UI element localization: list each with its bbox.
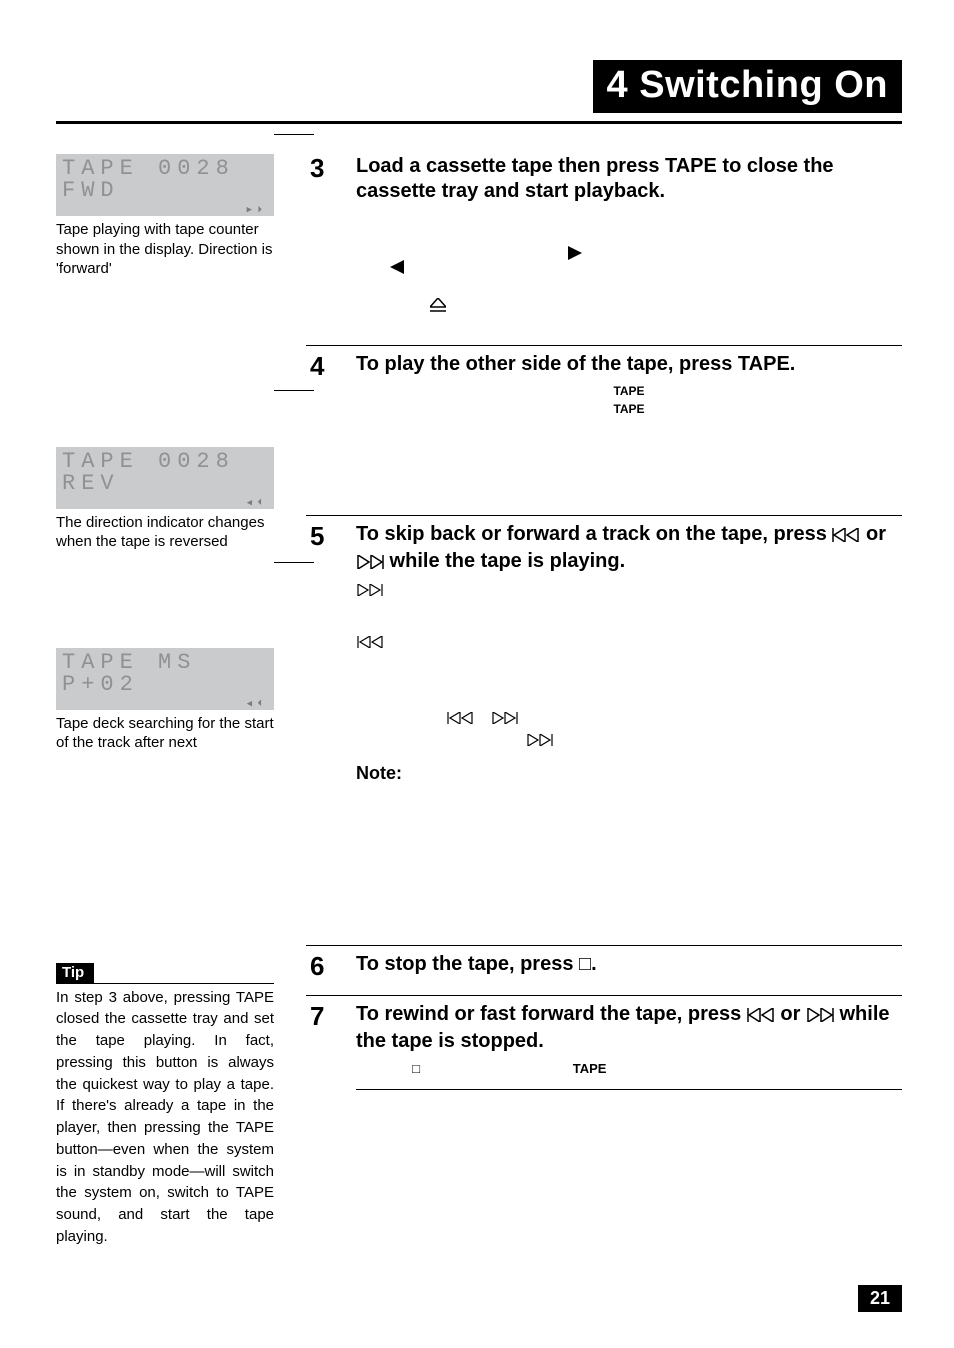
- lcd-direction-icon: ◀ ⏴: [247, 700, 262, 709]
- connector-line: [274, 134, 314, 135]
- step-heading: To play the other side of the tape, pres…: [356, 352, 902, 377]
- step-number: 6: [306, 952, 356, 981]
- tip-text: In step 3 above, pressing TAPE closed th…: [56, 987, 274, 1248]
- head-part: or: [860, 523, 886, 545]
- connector-line: [274, 390, 314, 391]
- play-icon: [568, 246, 586, 266]
- head-part: To rewind or fast forward the tape, pres…: [356, 1003, 747, 1025]
- step-heading: To rewind or fast forward the tape, pres…: [356, 1002, 902, 1054]
- tip-box: Tip In step 3 above, pressing TAPE close…: [56, 963, 274, 1248]
- step-6: 6 To stop the tape, press □.: [306, 945, 902, 995]
- skip-fwd-icon: [356, 551, 384, 576]
- connector-line: [274, 562, 314, 563]
- step-4: 4 To play the other side of the tape, pr…: [306, 345, 902, 515]
- skip-back-icon: [356, 634, 902, 654]
- lcd-display: TAPE 0028 REV ◀ ⏴: [56, 447, 274, 509]
- sub-line: □ TAPE: [356, 1060, 902, 1078]
- skip-fwd-icon: [806, 1004, 834, 1029]
- rewind-icon: [390, 260, 408, 280]
- lcd-text: TAPE 0028 REV: [62, 449, 235, 496]
- step-body: Load a cassette tape then press TAPE to …: [356, 154, 902, 345]
- page-number: 21: [858, 1285, 902, 1312]
- lcd-text: TAPE 0028 FWD: [62, 156, 235, 203]
- step-number: 4: [306, 352, 356, 381]
- step-number: 7: [306, 1002, 356, 1031]
- head-part: To skip back or forward a track on the t…: [356, 523, 832, 545]
- step-7: 7 To rewind or fast forward the tape, pr…: [306, 995, 902, 1091]
- header-rule: [56, 121, 902, 124]
- lcd-display: TAPE 0028 FWD ▶ ⏵: [56, 154, 274, 216]
- lcd-text: TAPE MS P+02: [62, 650, 196, 697]
- eject-icon: [430, 298, 902, 318]
- lcd-block-3: TAPE MS P+02 ◀ ⏴ Tape deck searching for…: [56, 648, 296, 753]
- chapter-header: 4 Switching On: [56, 60, 902, 113]
- transport-icons: [390, 232, 902, 280]
- chapter-title: 4 Switching On: [593, 60, 902, 113]
- step-heading: To skip back or forward a track on the t…: [356, 522, 902, 576]
- lcd-caption: Tape playing with tape counter shown in …: [56, 220, 274, 279]
- note-label: Note:: [356, 761, 902, 785]
- right-column: 3 Load a cassette tape then press TAPE t…: [296, 154, 902, 1248]
- head-part: or: [775, 1003, 806, 1025]
- page-columns: TAPE 0028 FWD ▶ ⏵ Tape playing with tape…: [56, 154, 902, 1248]
- step-body: To stop the tape, press □.: [356, 952, 902, 983]
- stop-symbol: □: [356, 1060, 476, 1078]
- skip-back-icon: [747, 1004, 775, 1029]
- step-3: 3 Load a cassette tape then press TAPE t…: [306, 154, 902, 345]
- step-number: 3: [306, 154, 356, 183]
- tape-label: TAPE: [499, 401, 759, 417]
- spacer: [56, 279, 296, 447]
- skip-fwd-icon: [356, 582, 902, 602]
- spacer: [56, 753, 296, 963]
- skip-icons-row: [446, 710, 902, 730]
- lcd-caption: The direction indicator changes when the…: [56, 513, 274, 552]
- step-body: To play the other side of the tape, pres…: [356, 352, 902, 417]
- lcd-block-1: TAPE 0028 FWD ▶ ⏵ Tape playing with tape…: [56, 154, 296, 279]
- step-number: 5: [306, 522, 356, 551]
- tape-label: TAPE: [499, 383, 759, 399]
- lcd-display: TAPE MS P+02 ◀ ⏴: [56, 648, 274, 710]
- step-heading: To stop the tape, press □.: [356, 952, 902, 977]
- lcd-block-2: TAPE 0028 REV ◀ ⏴ The direction indicato…: [56, 447, 296, 552]
- left-column: TAPE 0028 FWD ▶ ⏵ Tape playing with tape…: [56, 154, 296, 1248]
- tip-rule: [56, 983, 274, 984]
- skip-fwd-icon: [526, 732, 902, 752]
- skip-back-icon: [832, 524, 860, 549]
- lcd-caption: Tape deck searching for the start of the…: [56, 714, 274, 753]
- step-body: To skip back or forward a track on the t…: [356, 522, 902, 785]
- tip-label: Tip: [56, 963, 94, 983]
- lcd-direction-icon: ▶ ⏵: [247, 206, 262, 215]
- step-5: 5 To skip back or forward a track on the…: [306, 515, 902, 945]
- tape-label: TAPE: [480, 1060, 700, 1078]
- step-heading: Load a cassette tape then press TAPE to …: [356, 154, 902, 204]
- lcd-direction-icon: ◀ ⏴: [247, 499, 262, 508]
- spacer: [56, 552, 296, 648]
- step-body: To rewind or fast forward the tape, pres…: [356, 1002, 902, 1091]
- step-end-rule: [356, 1089, 902, 1090]
- head-part: while the tape is playing.: [384, 550, 625, 572]
